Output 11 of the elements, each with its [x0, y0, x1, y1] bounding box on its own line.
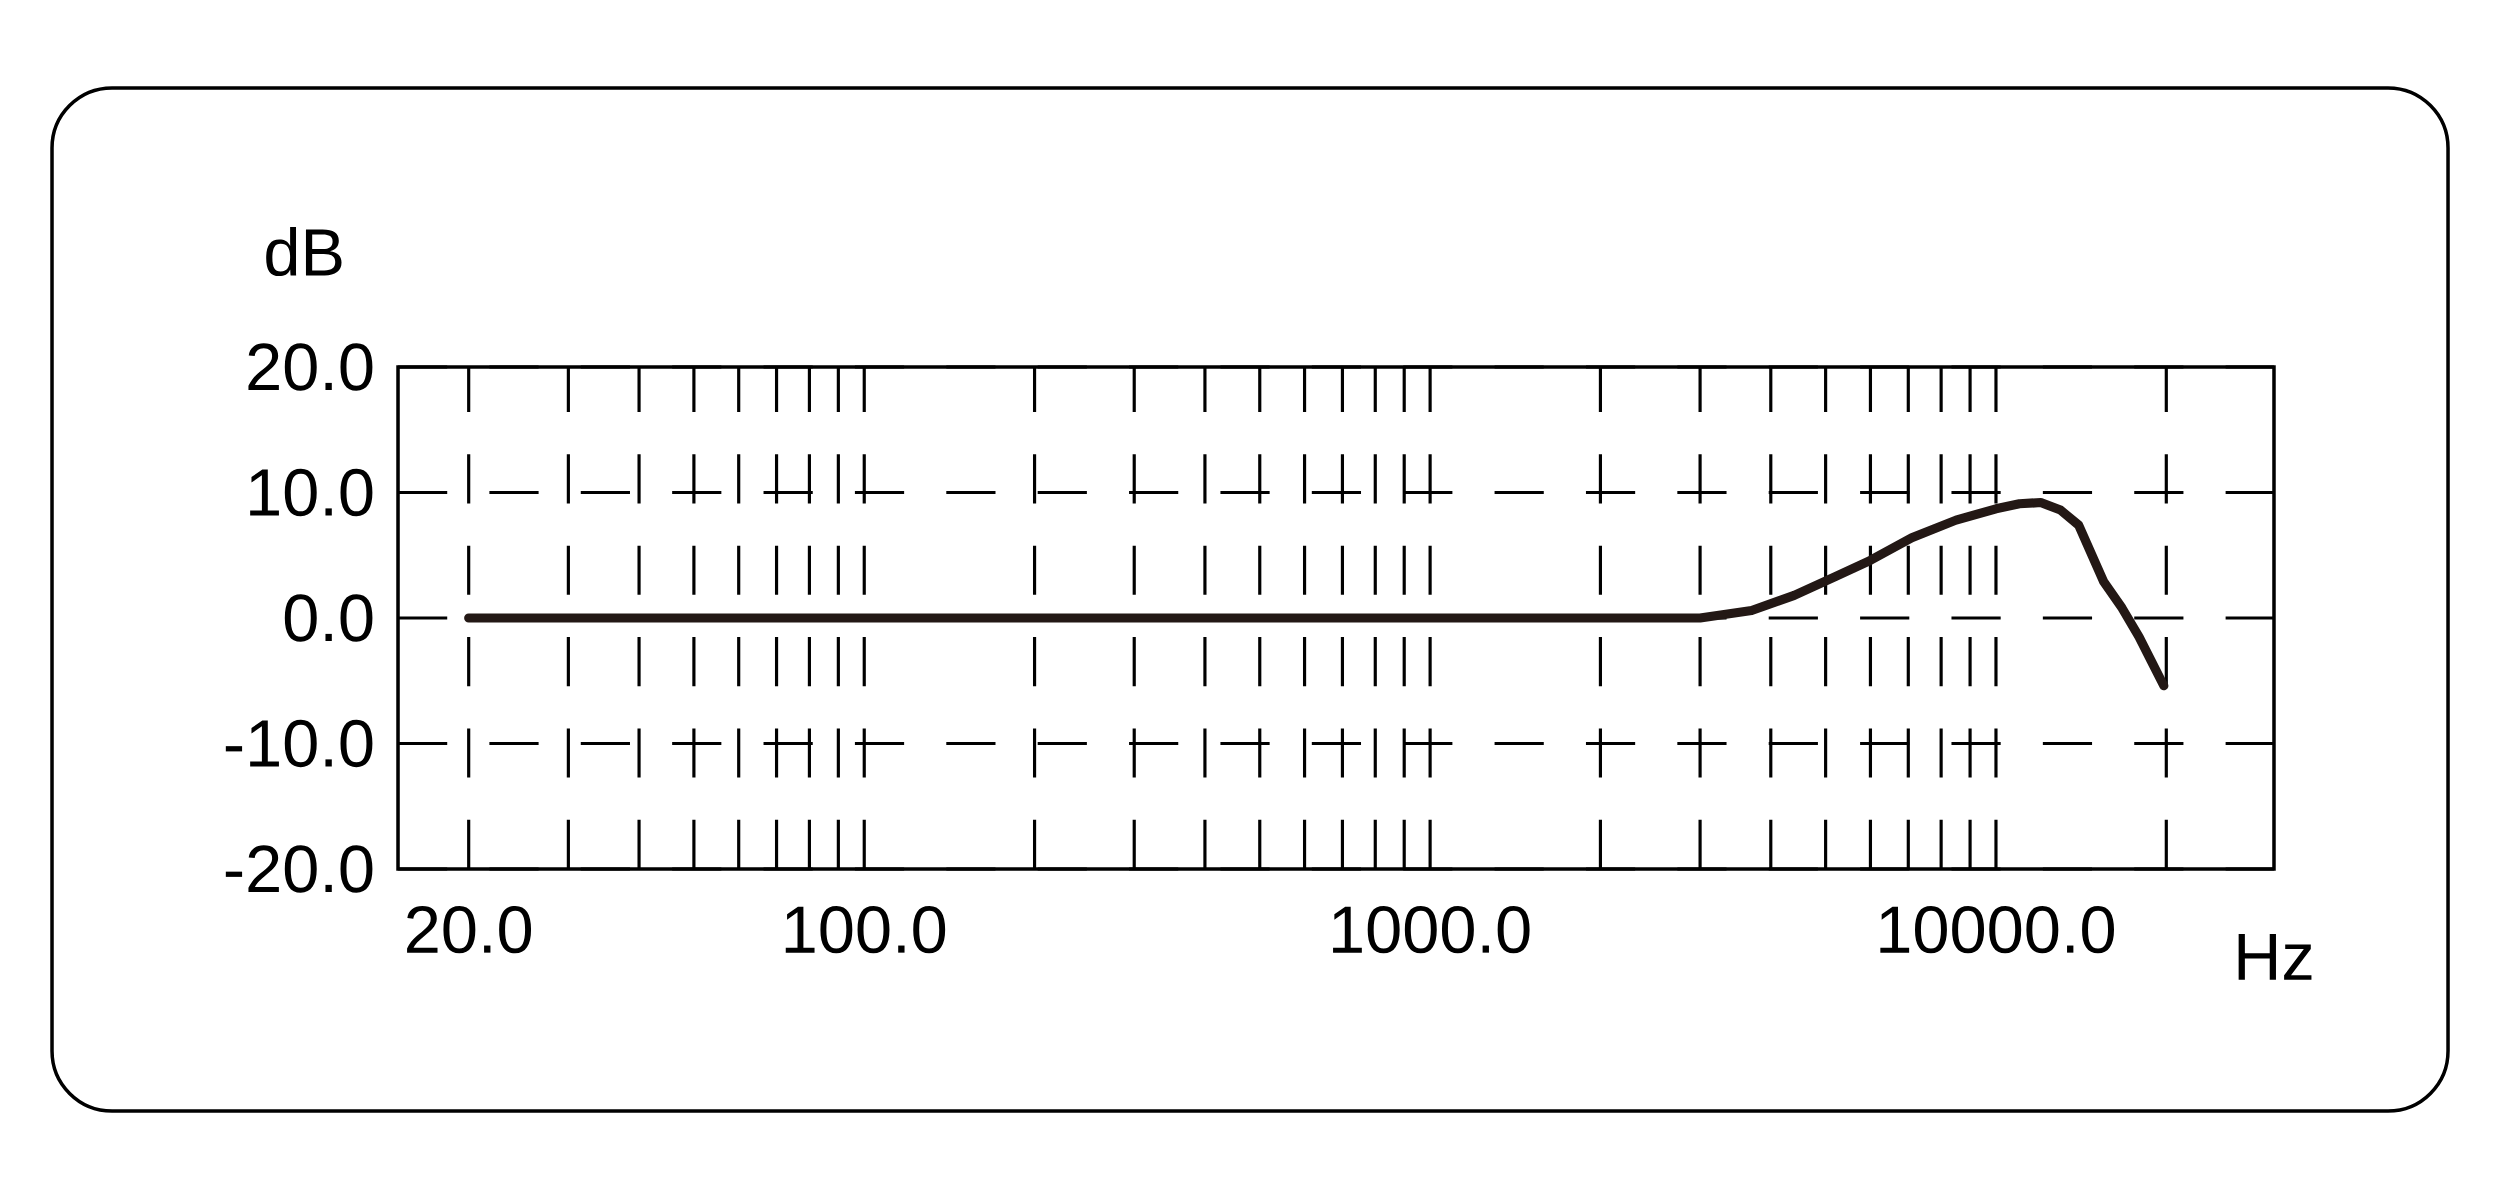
y-tick-label: -10.0 — [225, 719, 373, 768]
y-tick-label: 0.0 — [284, 594, 373, 642]
x-tick-label: 20.0 — [407, 906, 532, 954]
y-tick-label: -20.0 — [225, 845, 373, 893]
x-tick-label: 1000.0 — [1333, 906, 1530, 954]
y-axis-title: dB — [266, 227, 342, 277]
x-axis-title: Hz — [2238, 933, 2312, 980]
x-tick-label: 10000.0 — [1880, 906, 2114, 954]
x-tick-label: 100.0 — [785, 906, 946, 954]
y-tick-label: 20.0 — [248, 343, 373, 391]
y-tick-label: 10.0 — [250, 468, 373, 517]
